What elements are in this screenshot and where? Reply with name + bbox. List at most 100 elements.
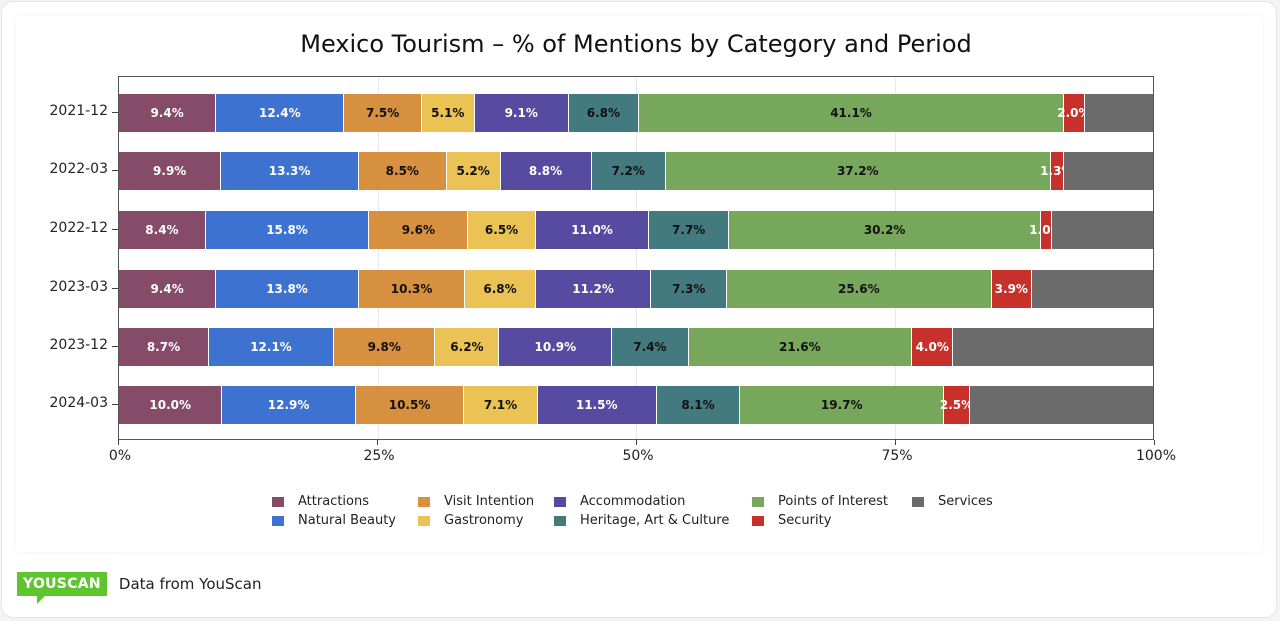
bar-segment: 5.1% <box>421 94 475 132</box>
x-tick-label: 100% <box>1135 448 1177 464</box>
bar-row: 9.4% 12.4% 7.5% 5.1% 9.1% 6.8% 41.1% 2.0% <box>119 94 1153 132</box>
bar-segment <box>969 386 1153 424</box>
x-tick-label: 75% <box>881 448 913 464</box>
bar-segment: 2.5% <box>940 386 973 424</box>
bar-segment: 3.9% <box>991 270 1032 308</box>
bar-segment: 7.2% <box>591 152 666 190</box>
y-tick <box>112 346 118 347</box>
gridline <box>377 77 379 439</box>
legend-item: Services <box>912 494 993 509</box>
bar-segment: 9.4% <box>119 270 217 308</box>
legend-label: Natural Beauty <box>298 513 396 528</box>
bar-segment: 9.8% <box>334 328 436 366</box>
bar-row: 10.0% 12.9% 10.5% 7.1% 11.5% 8.1% 19.7% 2.5% <box>119 386 1153 424</box>
bar-segment <box>1031 270 1153 308</box>
legend-label: Gastronomy <box>444 513 524 528</box>
bar-segment: 7.1% <box>464 386 538 424</box>
legend-item: Security <box>752 513 831 528</box>
bar-segment: 9.1% <box>474 94 569 132</box>
y-tick-label: 2024-03 <box>49 395 109 411</box>
gridline <box>894 77 896 439</box>
bar-segment: 7.7% <box>649 211 729 249</box>
bar-segment: 8.8% <box>500 152 592 190</box>
bar-segment: 11.5% <box>537 386 657 424</box>
bar-segment <box>1064 152 1153 190</box>
x-tick-label: 25% <box>363 448 395 464</box>
bar-segment: 8.1% <box>656 386 741 424</box>
bar-segment <box>1051 211 1153 249</box>
legend: Attractions Natural Beauty Visit Intention… <box>272 494 1032 534</box>
bar-segment: 11.2% <box>535 270 652 308</box>
bar-segment <box>953 328 1153 366</box>
gridline <box>636 77 637 439</box>
bar-segment: 8.5% <box>358 152 447 190</box>
bar-segment: 37.2% <box>665 152 1051 190</box>
bar-segment: 12.1% <box>208 328 335 366</box>
legend-swatch <box>912 496 924 507</box>
y-tick-label: 2022-12 <box>49 220 109 236</box>
bar-segment: 6.2% <box>435 328 500 366</box>
legend-swatch <box>752 515 764 526</box>
bar-segment: 7.4% <box>612 328 689 366</box>
bar-segment: 4.0% <box>912 328 954 366</box>
legend-item: Gastronomy <box>418 513 523 528</box>
bar-segment: 12.4% <box>216 94 345 132</box>
legend-item: Heritage, Art & Culture <box>554 513 729 528</box>
bar-segment: 8.7% <box>119 328 209 366</box>
source-text: Data from YouScan <box>118 575 262 593</box>
legend-swatch <box>272 515 284 526</box>
chart-title: Mexico Tourism – % of Mentions by Catego… <box>300 30 972 58</box>
y-tick <box>112 288 118 289</box>
legend-label: Points of Interest <box>778 494 888 509</box>
bar-segment: 9.6% <box>369 211 469 249</box>
bar-segment: 9.9% <box>119 152 222 190</box>
x-tick <box>636 440 637 445</box>
bar-segment: 10.9% <box>499 328 613 366</box>
legend-item: Points of Interest <box>752 494 888 509</box>
y-tick-label: 2023-03 <box>49 279 109 295</box>
bar-segment: 6.8% <box>465 270 536 308</box>
legend-swatch <box>418 496 430 507</box>
legend-item: Accommodation <box>554 494 685 509</box>
bar-segment: 13.8% <box>216 270 359 308</box>
bar-segment: 1.3% <box>1040 152 1073 190</box>
y-tick <box>112 404 118 405</box>
bar-segment: 7.5% <box>344 94 422 132</box>
bar-segment: 15.8% <box>205 211 370 249</box>
bar-segment: 25.6% <box>726 270 992 308</box>
bar-segment: 11.0% <box>535 211 650 249</box>
y-tick <box>112 112 118 113</box>
x-tick <box>118 440 119 445</box>
bar-row: 8.4% 15.8% 9.6% 6.5% 11.0% 7.7% 30.2% 1.0% <box>119 211 1153 249</box>
bar-segment: 10.5% <box>355 386 465 424</box>
bar-segment <box>1084 94 1153 132</box>
legend-item: Attractions <box>272 494 369 509</box>
bar-row: 8.7% 12.1% 9.8% 6.2% 10.9% 7.4% 21.6% 4.0% <box>119 328 1153 366</box>
legend-item: Visit Intention <box>418 494 534 509</box>
legend-swatch <box>752 496 764 507</box>
bar-row: 9.4% 13.8% 10.3% 6.8% 11.2% 7.3% 25.6% 3.9% <box>119 270 1153 308</box>
legend-swatch <box>554 496 566 507</box>
footer: YOUSCAN Data from YouScan <box>17 572 262 604</box>
bar-segment: 30.2% <box>729 211 1042 249</box>
bar-segment: 9.4% <box>119 94 217 132</box>
x-tick <box>1154 440 1155 445</box>
legend-swatch <box>272 496 284 507</box>
y-tick-label: 2023-12 <box>49 337 109 353</box>
youscan-logo: YOUSCAN <box>17 572 107 604</box>
x-tick-label: 50% <box>622 448 654 464</box>
legend-label: Security <box>778 513 832 528</box>
y-tick <box>112 170 118 171</box>
bar-segment: 12.9% <box>222 386 356 424</box>
bar-segment: 6.5% <box>468 211 536 249</box>
bar-segment: 1.0% <box>1029 211 1063 249</box>
x-tick-label: 0% <box>108 448 132 464</box>
legend-label: Services <box>938 494 993 509</box>
legend-swatch <box>554 515 566 526</box>
plot-area: 9.4% 12.4% 7.5% 5.1% 9.1% 6.8% 41.1% 2.0% 9.9% 13… <box>118 76 1154 440</box>
bar-segment: 21.6% <box>688 328 913 366</box>
bar-segment: 2.0% <box>1057 94 1091 132</box>
legend-swatch <box>418 515 430 526</box>
bar-segment: 10.0% <box>119 386 223 424</box>
x-tick <box>377 440 378 445</box>
